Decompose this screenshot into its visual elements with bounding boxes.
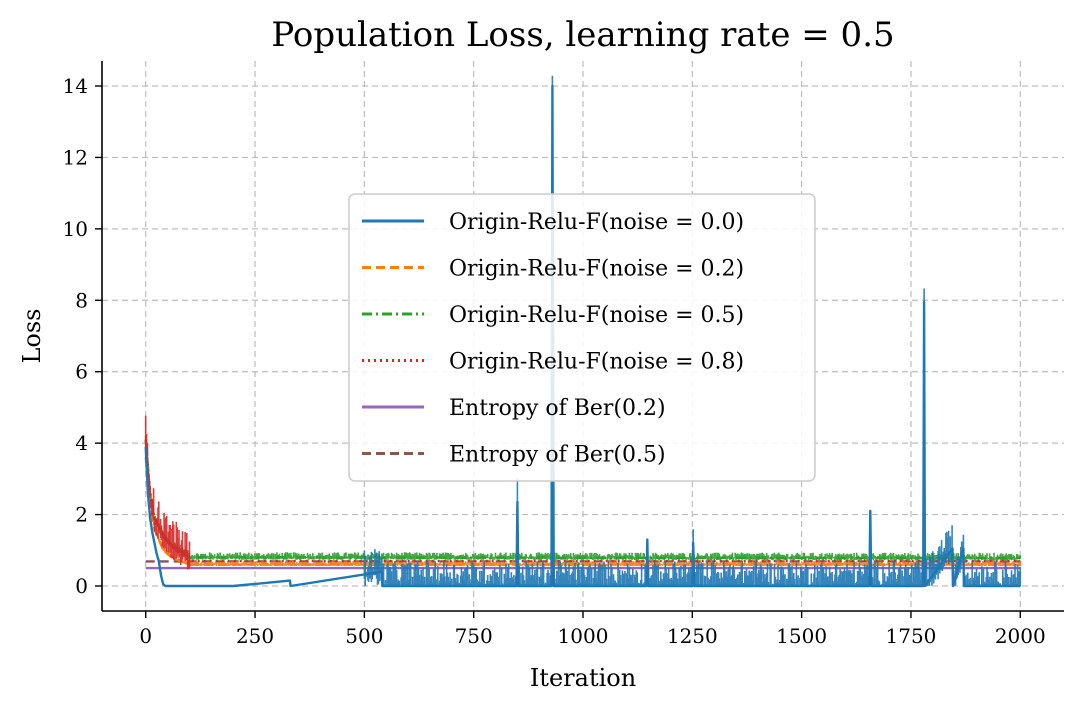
x-axis-label: Iteration — [530, 664, 636, 692]
x-tick-label: 500 — [345, 624, 383, 648]
y-tick-label: 0 — [75, 574, 88, 598]
x-ticks: 0 250 500 750 1000 1250 1500 1750 2000 — [139, 611, 1046, 648]
series-origin-relu-f-noise-0-0-noise — [363, 75, 1022, 586]
legend-origin-relu-f-noise-0-5-label: Origin-Relu-F(noise = 0.5) — [449, 303, 744, 328]
y-tick-label: 10 — [63, 217, 88, 241]
y-tick-label: 14 — [63, 74, 88, 98]
legend-origin-relu-f-noise-0-0-label: Origin-Relu-F(noise = 0.0) — [449, 210, 744, 235]
series-layer — [144, 75, 1022, 588]
y-tick-label: 6 — [75, 360, 88, 384]
x-tick-label: 1000 — [558, 624, 609, 648]
legend-origin-relu-f-noise-0-2-label: Origin-Relu-F(noise = 0.2) — [449, 257, 744, 282]
x-tick-label: 2000 — [995, 624, 1046, 648]
y-tick-label: 4 — [75, 431, 88, 455]
legend-entropy-of-ber-0-5-label: Entropy of Ber(0.5) — [449, 443, 666, 468]
series-origin-relu-f-noise-0-8-noise — [144, 415, 191, 570]
x-tick-label: 1250 — [667, 624, 718, 648]
x-tick-label: 0 — [139, 624, 152, 648]
y-ticks: 0 2 4 6 8 10 12 14 — [63, 74, 102, 598]
legend-origin-relu-f-noise-0-8-label: Origin-Relu-F(noise = 0.8) — [449, 350, 744, 375]
x-tick-label: 750 — [455, 624, 493, 648]
y-tick-label: 12 — [63, 145, 88, 169]
y-axis-label: Loss — [18, 308, 46, 363]
legend-box — [348, 193, 816, 482]
legend-entropy-of-ber-0-2-label: Entropy of Ber(0.2) — [449, 396, 666, 421]
x-tick-label: 1750 — [886, 624, 937, 648]
legend: Origin-Relu-F(noise = 0.0) Origin-Relu-F(… — [348, 193, 816, 482]
chart-title: Population Loss, learning rate = 0.5 — [271, 15, 894, 55]
x-tick-label: 1500 — [776, 624, 827, 648]
y-tick-label: 8 — [75, 288, 88, 312]
y-tick-label: 2 — [75, 503, 88, 527]
x-tick-label: 250 — [236, 624, 274, 648]
